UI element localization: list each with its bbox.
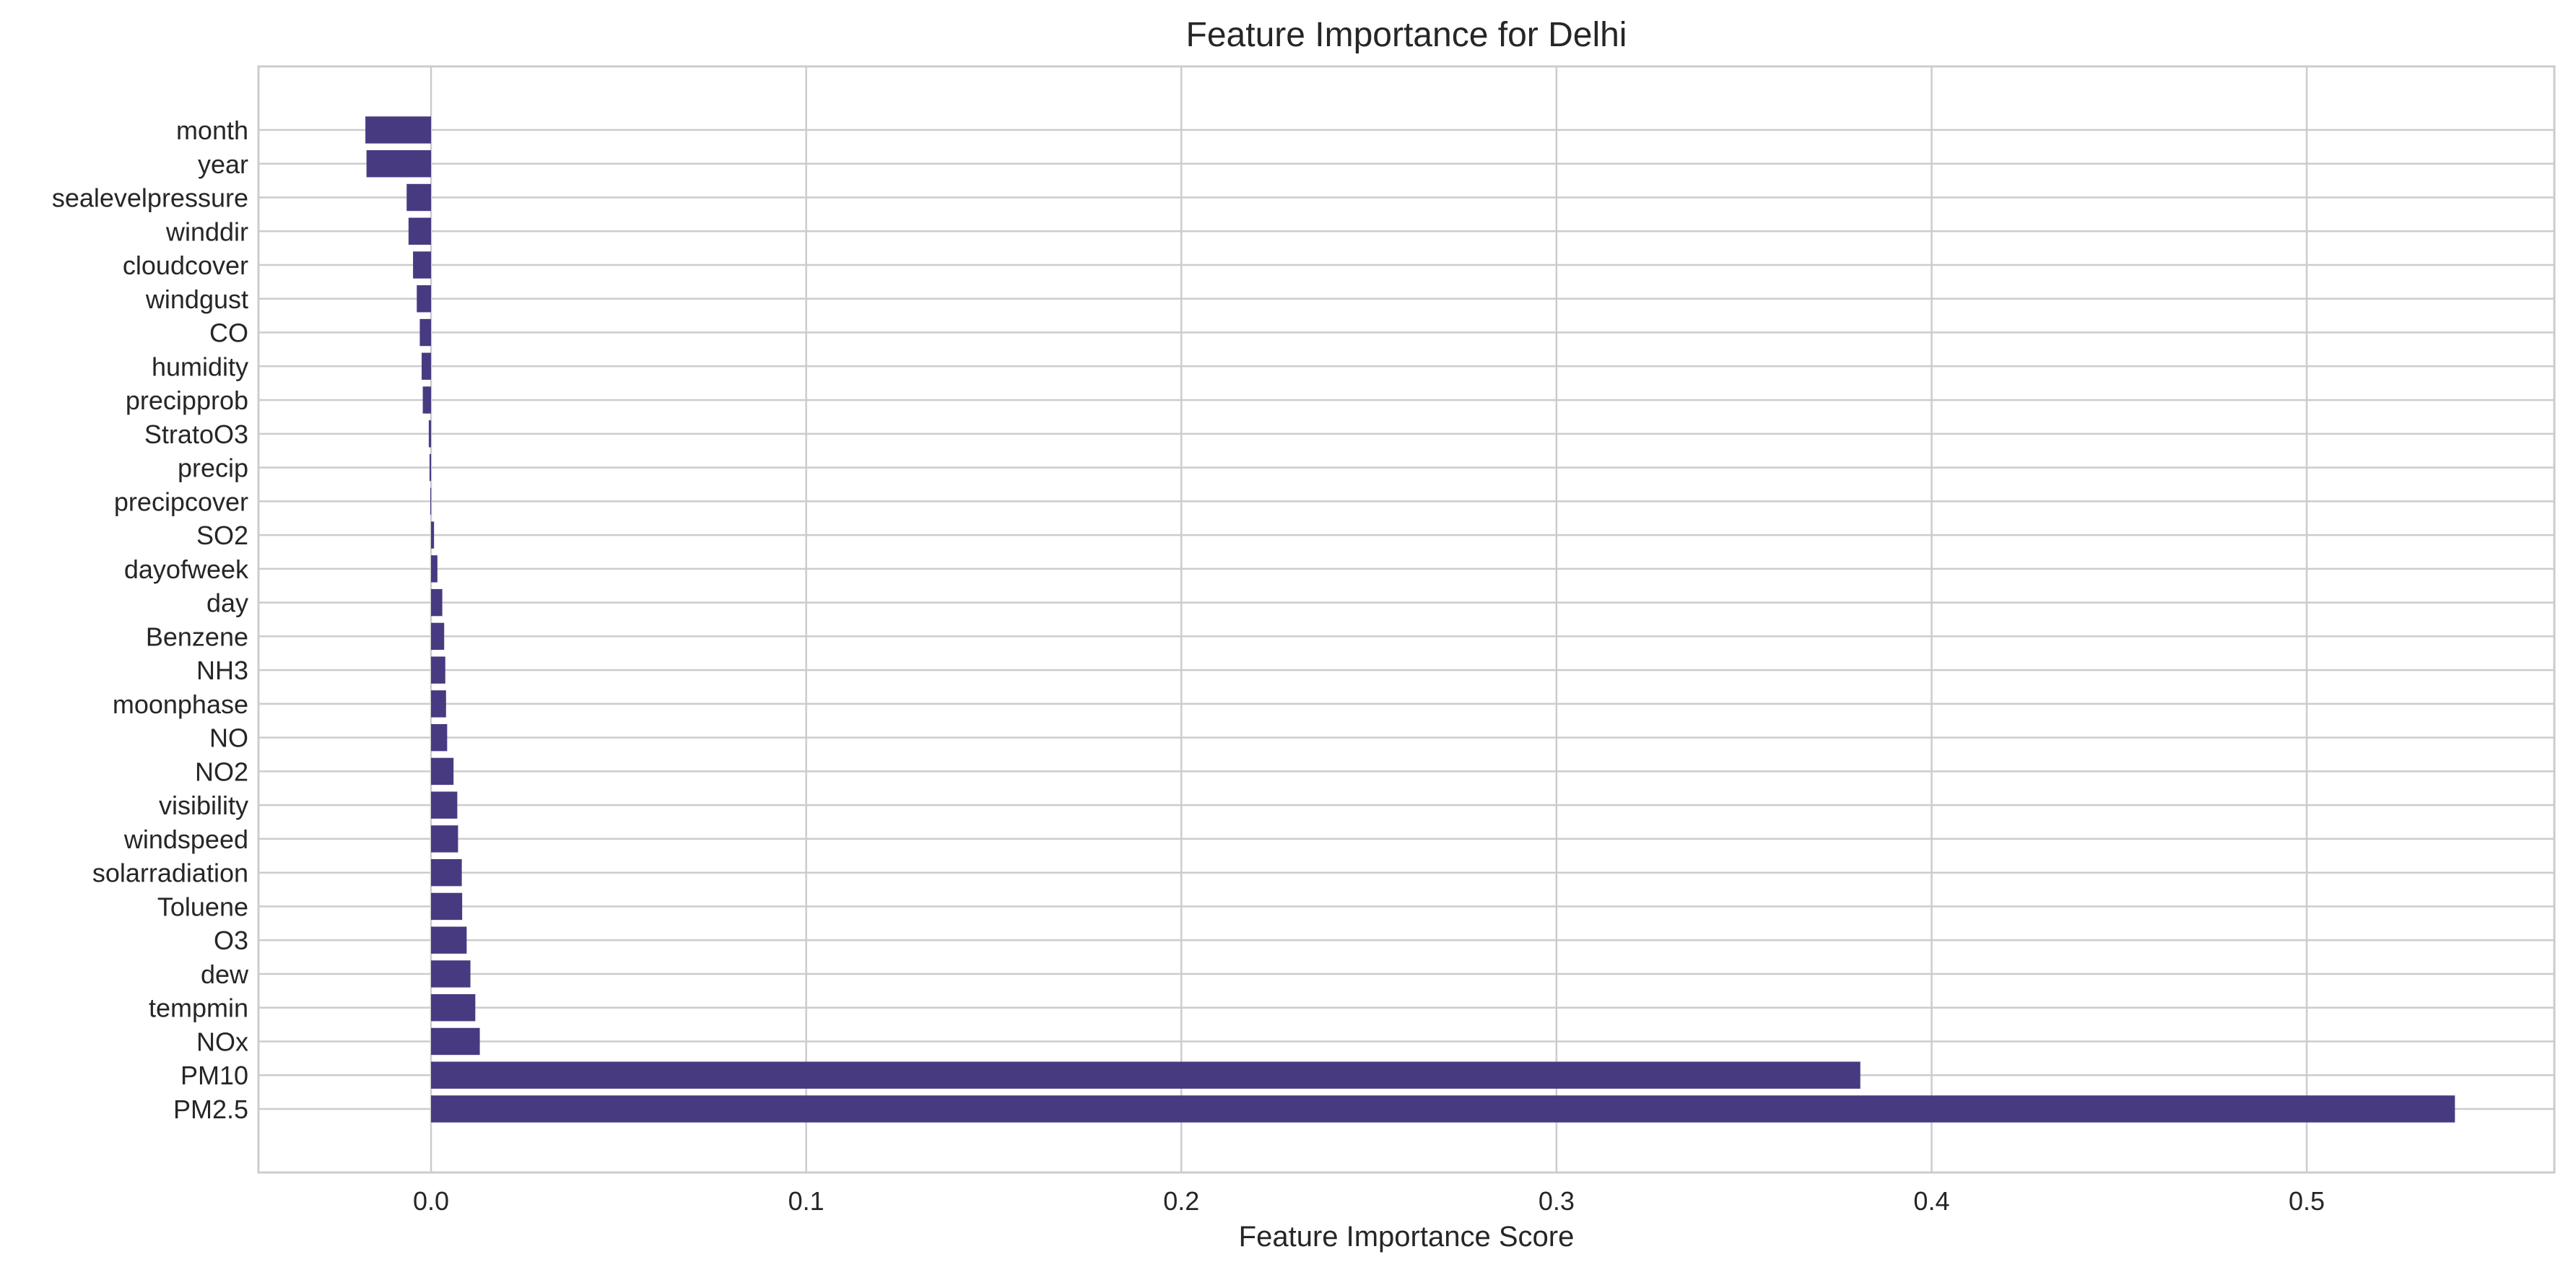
x-axis-label: Feature Importance Score (1239, 1221, 1575, 1253)
y-tick-label: windspeed (123, 824, 248, 854)
bar-pm2-5 (431, 1095, 2455, 1123)
y-tick-label: dayofweek (124, 554, 249, 584)
bar-toluene (431, 892, 463, 921)
y-tick-label: sealevelpressure (52, 183, 248, 213)
y-tick-label: dew (201, 959, 249, 989)
y-tick-labels: month year sealevelpressure winddir cloudcov… (52, 116, 249, 1124)
x-tick-label: 0.4 (1913, 1186, 1949, 1216)
bar-so2 (431, 521, 435, 549)
bar-month (365, 116, 432, 144)
x-tick-label: 0.3 (1539, 1186, 1575, 1216)
bar-benzene (431, 622, 445, 650)
x-tick-label: 0.1 (788, 1186, 824, 1216)
x-tick-label: 0.2 (1163, 1186, 1199, 1216)
bar-stratoo3 (428, 420, 432, 448)
bar-cloudcover (413, 251, 432, 279)
y-tick-label: cloudcover (123, 251, 248, 280)
bar-co (419, 318, 432, 347)
bar-day (431, 588, 443, 617)
y-tick-label: moonphase (113, 689, 248, 719)
plot-frame (257, 65, 2556, 1174)
y-tick-label: PM10 (180, 1061, 248, 1090)
y-tick-label: SO2 (196, 521, 248, 550)
y-tick-label: year (198, 149, 248, 179)
y-tick-label: humidity (152, 352, 248, 381)
bar-no2 (431, 757, 454, 786)
bar-nox (431, 1027, 480, 1056)
y-tick-label: visibility (159, 791, 248, 820)
bar-windspeed (431, 825, 458, 853)
bar-o3 (431, 926, 467, 954)
bar-precip (429, 453, 432, 482)
bar-windgust (417, 285, 432, 313)
bar-precipprob (422, 386, 432, 414)
bars-layer (365, 116, 2455, 1123)
y-tick-label: NOx (196, 1027, 248, 1056)
bar-dew (431, 960, 471, 988)
y-tick-label: precip (178, 453, 248, 483)
y-tick-label: CO (209, 318, 248, 348)
bar-visibility (431, 791, 458, 819)
y-tick-label: day (206, 588, 248, 618)
y-tick-label: NO2 (195, 757, 248, 786)
x-tick-labels: 0.0 0.1 0.2 0.3 0.4 0.5 (413, 1186, 2325, 1216)
bar-winddir (408, 217, 432, 245)
y-tick-label: windgust (145, 284, 248, 314)
bar-dayofweek (431, 555, 438, 583)
y-tick-label: solarradiation (92, 858, 248, 888)
bar-precipcover (430, 487, 432, 515)
x-tick-label: 0.0 (413, 1186, 449, 1216)
bar-pm10 (431, 1061, 1861, 1089)
y-tick-label: month (176, 116, 248, 145)
bar-no (431, 723, 448, 752)
bar-year (366, 150, 432, 178)
y-tick-label: winddir (165, 217, 248, 246)
y-tick-label: PM2.5 (173, 1095, 248, 1124)
bar-humidity (422, 352, 432, 380)
y-tick-label: NO (209, 723, 248, 753)
y-tick-label: Benzene (146, 622, 248, 651)
bar-nh3 (431, 656, 445, 684)
y-tick-label: StratoO3 (144, 419, 248, 449)
bar-moonphase (431, 690, 446, 718)
y-tick-label: Toluene (157, 892, 248, 921)
y-tick-label: tempmin (149, 993, 248, 1023)
chart-title: Feature Importance for Delhi (1186, 16, 1627, 54)
y-tick-label: NH3 (196, 656, 248, 685)
bar-tempmin (431, 994, 476, 1022)
y-tick-label: precipcover (114, 487, 248, 516)
y-tick-label: precipprob (126, 386, 248, 415)
bar-solarradiation (431, 858, 462, 887)
x-tick-label: 0.5 (2289, 1186, 2325, 1216)
y-tick-label: O3 (214, 926, 248, 955)
bar-sealevelpressure (406, 183, 432, 212)
